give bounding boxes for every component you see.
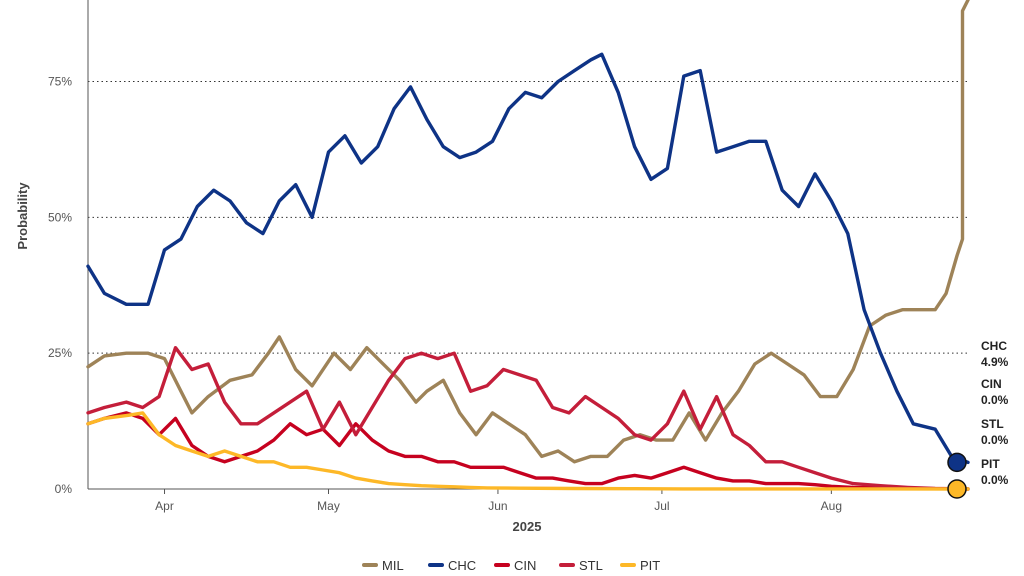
end-label-pit: PIT 0.0%: [981, 457, 1009, 487]
x-tick-labels: Apr May Jun Jul Aug: [155, 489, 842, 513]
end-label-stl: STL 0.0%: [981, 417, 1009, 447]
legend-item-pit: PIT: [620, 558, 660, 573]
y-tick-label: 75%: [48, 75, 72, 89]
series-line-cin: [86, 411, 970, 491]
legend-item-cin: CIN: [494, 558, 536, 573]
end-label-value: 4.9%: [981, 355, 1009, 369]
end-label-team: CHC: [981, 339, 1007, 353]
gridlines: [88, 81, 968, 354]
end-label-value: 0.0%: [981, 393, 1009, 407]
y-tick-label: 50%: [48, 210, 72, 224]
end-markers: [947, 452, 967, 499]
y-tick-label: 0%: [55, 482, 73, 496]
end-marker-chc: [947, 452, 967, 473]
end-label-team: CIN: [981, 377, 1002, 391]
y-tick-label: 25%: [48, 346, 72, 360]
series-line-chc: [86, 52, 970, 465]
end-label-team: STL: [981, 417, 1004, 431]
legend-label: PIT: [640, 558, 660, 573]
legend-item-mil: MIL: [362, 558, 404, 573]
end-label-value: 0.0%: [981, 433, 1009, 447]
end-labels: CHC 4.9% CIN 0.0% STL 0.0% PIT 0.0%: [981, 339, 1009, 487]
legend-label: STL: [579, 558, 603, 573]
end-label-team: PIT: [981, 457, 1000, 471]
end-marker-pit: [947, 479, 967, 499]
legend-label: CHC: [448, 558, 476, 573]
series-lines: [86, 0, 970, 491]
x-tick-label: Apr: [155, 499, 174, 513]
end-label-value: 0.0%: [981, 473, 1009, 487]
axes: [87, 0, 968, 490]
series-line-pit: [86, 411, 970, 491]
legend-item-chc: CHC: [428, 558, 476, 573]
end-label-chc: CHC 4.9%: [981, 339, 1009, 369]
x-tick-label: Jul: [654, 499, 669, 513]
series-line-mil: [86, 0, 970, 464]
x-axis-title: 2025: [513, 519, 542, 534]
x-tick-label: Jun: [488, 499, 507, 513]
legend: MIL CHC CIN STL PIT: [362, 558, 660, 573]
series-line-stl: [86, 346, 970, 491]
legend-label: CIN: [514, 558, 536, 573]
x-tick-label: Aug: [821, 499, 842, 513]
x-tick-label: May: [317, 499, 340, 513]
end-label-cin: CIN 0.0%: [981, 377, 1009, 407]
legend-label: MIL: [382, 558, 404, 573]
legend-item-stl: STL: [559, 558, 603, 573]
y-tick-labels: 0% 25% 50% 75%: [48, 75, 72, 497]
y-axis-title: Probability: [15, 182, 30, 250]
